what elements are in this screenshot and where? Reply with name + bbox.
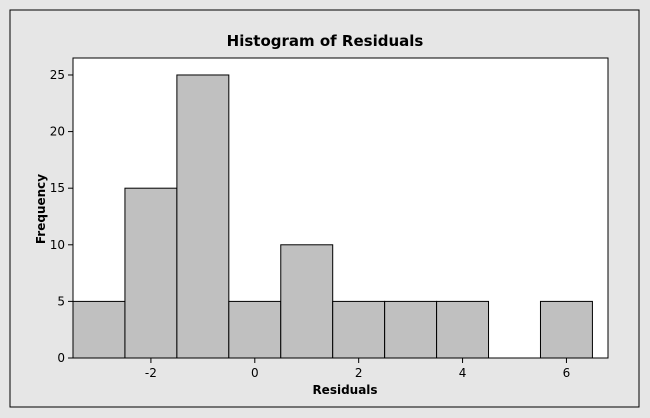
histogram-bar (436, 300, 490, 359)
histogram-bar (539, 300, 593, 359)
histogram-bar (332, 300, 386, 359)
histogram-bar (280, 244, 334, 359)
y-tick-label: 0 (57, 351, 65, 365)
x-tick-label: 4 (459, 366, 467, 380)
histogram-bar (384, 300, 438, 359)
y-tick-label: 15 (50, 181, 65, 195)
x-tick-label: 2 (355, 366, 363, 380)
histogram-bar (176, 74, 230, 359)
histogram-bar (124, 187, 178, 359)
x-axis-label: Residuals (312, 383, 377, 397)
y-tick-label: 20 (50, 125, 65, 139)
histogram-bar (72, 300, 126, 359)
x-tick-label: 0 (251, 366, 259, 380)
x-tick-label: 6 (563, 366, 571, 380)
y-tick-label: 5 (57, 294, 65, 308)
y-tick-label: 10 (50, 238, 65, 252)
x-tick-label: -2 (145, 366, 157, 380)
y-axis: 0 5 10 15 20 25 (50, 68, 73, 365)
y-tick-label: 25 (50, 68, 65, 82)
figure-border (9, 9, 640, 408)
y-axis-label: Frequency (34, 174, 48, 244)
x-axis: -2 0 2 4 6 (145, 358, 570, 380)
histogram-bar (228, 300, 282, 359)
chart-title: Histogram of Residuals (227, 32, 424, 50)
bars-group (72, 74, 593, 359)
